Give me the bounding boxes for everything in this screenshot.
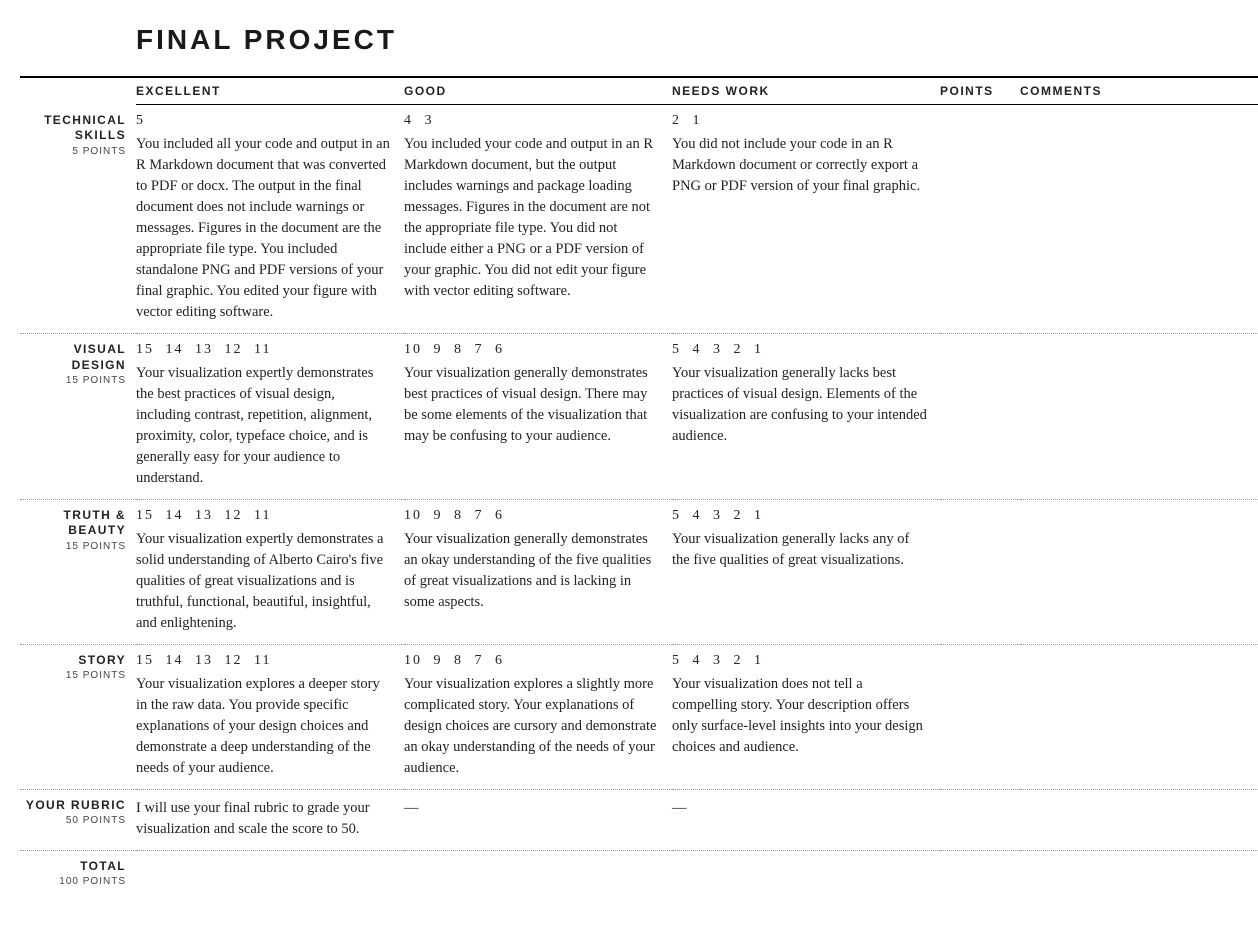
score-numbers: 15 14 13 12 11	[136, 653, 392, 670]
cell-description: —	[404, 798, 660, 819]
score-numbers: 5 4 3 2 1	[672, 342, 928, 359]
row-points-label: 15 POINTS	[20, 375, 126, 386]
rubric-row: TECHNICAL SKILLS 5 POINTS 5 You included al…	[20, 105, 1258, 334]
rubric-row: TRUTH & BEAUTY 15 POINTS 15 14 13 12 11 You…	[20, 499, 1258, 644]
cell-excellent: 5 You included all your code and output i…	[136, 105, 404, 334]
row-name: TOTAL	[20, 859, 126, 875]
score-numbers: 10 9 8 7 6	[404, 653, 660, 670]
cell-description: I will use your final rubric to grade yo…	[136, 798, 392, 840]
cell-description: Your visualization generally demonstrate…	[404, 529, 660, 613]
cell-points	[940, 850, 1020, 897]
score-numbers: 10 9 8 7 6	[404, 508, 660, 525]
cell-points	[940, 333, 1020, 499]
row-label-cell: TRUTH & BEAUTY 15 POINTS	[20, 499, 136, 644]
row-label-cell: TOTAL100 POINTS	[20, 850, 136, 897]
score-numbers: 5	[136, 113, 392, 130]
score-numbers: 15 14 13 12 11	[136, 508, 392, 525]
row-points-label: 50 POINTS	[20, 815, 126, 826]
rubric-row: VISUAL DESIGN 15 POINTS 15 14 13 12 11 Your…	[20, 333, 1258, 499]
rubric-row: TOTAL100 POINTS	[20, 850, 1258, 897]
header-blank	[20, 77, 136, 105]
row-points-label: 15 POINTS	[20, 670, 126, 681]
header-row: EXCELLENT GOOD NEEDS WORK POINTS COMMENT…	[20, 77, 1258, 105]
cell-description: You did not include your code in an R Ma…	[672, 134, 928, 197]
row-points-label: 100 POINTS	[20, 876, 126, 887]
cell-description: Your visualization expertly demonstrates…	[136, 529, 392, 634]
header-points: POINTS	[940, 77, 1020, 105]
score-numbers: 15 14 13 12 11	[136, 342, 392, 359]
cell-needs-work: 2 1 You did not include your code in an R…	[672, 105, 940, 334]
cell-good: 10 9 8 7 6 Your visualization generally d…	[404, 499, 672, 644]
cell-comments	[1020, 499, 1258, 644]
cell-needs-work: —	[672, 789, 940, 850]
row-name: YOUR RUBRIC	[20, 798, 126, 814]
cell-needs-work: 5 4 3 2 1 Your visualization generally la…	[672, 333, 940, 499]
cell-description: Your visualization does not tell a compe…	[672, 674, 928, 758]
score-numbers: 4 3	[404, 113, 660, 130]
cell-excellent: 15 14 13 12 11 Your visualization expertl…	[136, 333, 404, 499]
row-points-label: 5 POINTS	[20, 146, 126, 157]
score-numbers: 5 4 3 2 1	[672, 653, 928, 670]
cell-points	[940, 499, 1020, 644]
cell-comments	[1020, 105, 1258, 334]
row-name: TRUTH & BEAUTY	[20, 508, 126, 539]
cell-comments	[1020, 850, 1258, 897]
row-name: VISUAL DESIGN	[20, 342, 126, 373]
row-label-cell: STORY15 POINTS	[20, 644, 136, 789]
cell-needs-work	[672, 850, 940, 897]
cell-description: You included all your code and output in…	[136, 134, 392, 323]
row-label-cell: TECHNICAL SKILLS 5 POINTS	[20, 105, 136, 334]
cell-good	[404, 850, 672, 897]
row-label-cell: YOUR RUBRIC50 POINTS	[20, 789, 136, 850]
row-name: STORY	[20, 653, 126, 669]
row-points-label: 15 POINTS	[20, 541, 126, 552]
score-numbers: 2 1	[672, 113, 928, 130]
cell-points	[940, 789, 1020, 850]
cell-description: Your visualization expertly demonstrates…	[136, 363, 392, 489]
cell-comments	[1020, 333, 1258, 499]
cell-excellent: 15 14 13 12 11 Your visualization explore…	[136, 644, 404, 789]
cell-excellent	[136, 850, 404, 897]
cell-description: Your visualization explores a slightly m…	[404, 674, 660, 779]
cell-excellent: I will use your final rubric to grade yo…	[136, 789, 404, 850]
header-comments: COMMENTS	[1020, 77, 1258, 105]
cell-points	[940, 105, 1020, 334]
header-needs-work: NEEDS WORK	[672, 77, 940, 105]
cell-description: Your visualization explores a deeper sto…	[136, 674, 392, 779]
cell-good: —	[404, 789, 672, 850]
cell-comments	[1020, 789, 1258, 850]
cell-points	[940, 644, 1020, 789]
cell-description: Your visualization generally lacks best …	[672, 363, 928, 447]
cell-description: Your visualization generally lacks any o…	[672, 529, 928, 571]
cell-good: 10 9 8 7 6 Your visualization explores a …	[404, 644, 672, 789]
row-name: TECHNICAL SKILLS	[20, 113, 126, 144]
cell-description: —	[672, 798, 928, 819]
cell-needs-work: 5 4 3 2 1 Your visualization generally la…	[672, 499, 940, 644]
cell-comments	[1020, 644, 1258, 789]
score-numbers: 10 9 8 7 6	[404, 342, 660, 359]
header-excellent: EXCELLENT	[136, 77, 404, 105]
cell-needs-work: 5 4 3 2 1 Your visualization does not tel…	[672, 644, 940, 789]
cell-excellent: 15 14 13 12 11 Your visualization expertl…	[136, 499, 404, 644]
cell-good: 4 3 You included your code and output in …	[404, 105, 672, 334]
page-title: FINAL PROJECT	[136, 24, 1238, 56]
cell-description: You included your code and output in an …	[404, 134, 660, 302]
rubric-table: EXCELLENT GOOD NEEDS WORK POINTS COMMENT…	[20, 76, 1258, 897]
rubric-row: STORY15 POINTS15 14 13 12 11Your visuali…	[20, 644, 1258, 789]
score-numbers: 5 4 3 2 1	[672, 508, 928, 525]
cell-good: 10 9 8 7 6 Your visualization generally d…	[404, 333, 672, 499]
rubric-body: TECHNICAL SKILLS 5 POINTS 5 You included al…	[20, 105, 1258, 898]
header-good: GOOD	[404, 77, 672, 105]
rubric-row: YOUR RUBRIC50 POINTSI will use your fina…	[20, 789, 1258, 850]
row-label-cell: VISUAL DESIGN 15 POINTS	[20, 333, 136, 499]
cell-description: Your visualization generally demonstrate…	[404, 363, 660, 447]
